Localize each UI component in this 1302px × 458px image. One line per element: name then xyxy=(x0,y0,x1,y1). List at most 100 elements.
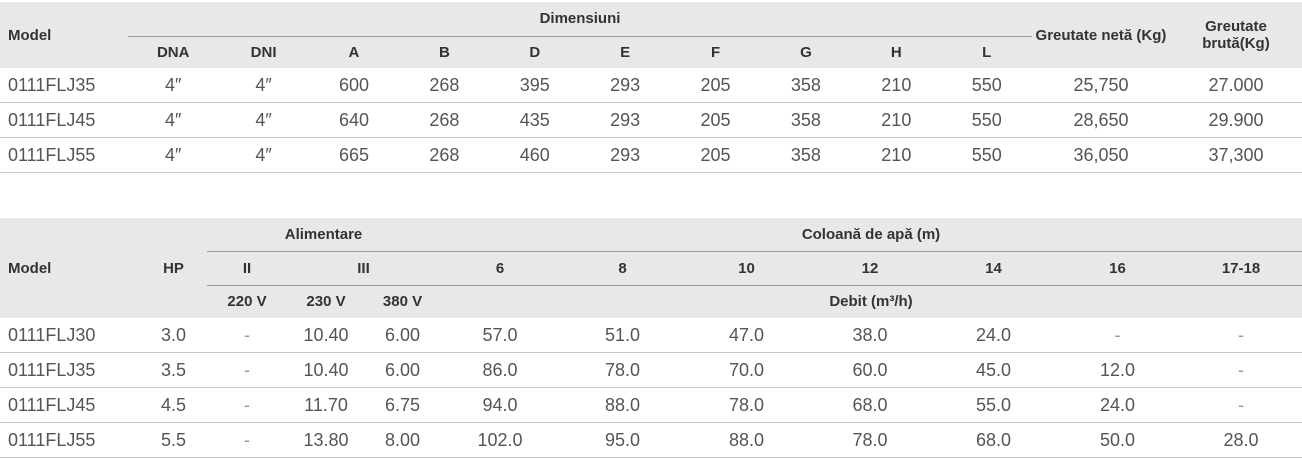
header-cell: B xyxy=(399,36,490,68)
value-cell: 210 xyxy=(851,137,942,173)
value-cell: 27.000 xyxy=(1169,68,1302,103)
value-cell: 94.0 xyxy=(440,387,560,423)
value-cell: 640 xyxy=(308,102,400,138)
header-cell: Greutate brută(Kg) xyxy=(1169,2,1302,68)
value-cell: 550 xyxy=(941,68,1032,103)
value-cell: 11.70 xyxy=(287,387,365,423)
value-cell: 37,300 xyxy=(1169,137,1302,173)
value-cell: 38.0 xyxy=(808,318,932,353)
value-cell: 6.00 xyxy=(365,318,440,353)
header-cell: 220 V xyxy=(207,285,287,318)
value-cell: 25,750 xyxy=(1031,68,1170,103)
value-cell: 4″ xyxy=(128,137,219,173)
value-cell: - xyxy=(207,318,287,353)
value-cell: 4″ xyxy=(128,68,219,103)
header-cell: DNA xyxy=(128,36,219,68)
value-cell: 102.0 xyxy=(440,422,560,458)
value-cell: 358 xyxy=(760,102,852,138)
header-cell: L xyxy=(941,36,1032,68)
value-cell: 4.5 xyxy=(140,387,207,423)
value-cell: 210 xyxy=(851,102,942,138)
header-cell: Greutate netă (Kg) xyxy=(1031,2,1170,68)
value-cell: 205 xyxy=(670,137,761,173)
header-cell: Dimensiuni xyxy=(128,2,1032,37)
value-cell: 70.0 xyxy=(685,352,808,388)
value-cell: 4″ xyxy=(218,137,309,173)
value-cell: - xyxy=(207,422,287,458)
value-cell: 600 xyxy=(308,68,400,103)
table-row: 0111FLJ45 4″ 4″ 640 268 435 293 205 358 210 550 28,… xyxy=(0,102,1302,138)
header-cell: Coloană de apă (m) xyxy=(440,218,1302,252)
value-cell: 293 xyxy=(579,137,671,173)
model-cell: 0111FLJ35 xyxy=(0,352,140,388)
header-cell: 380 V xyxy=(365,285,440,318)
model-cell: 0111FLJ45 xyxy=(0,387,140,423)
value-cell: 210 xyxy=(851,68,942,103)
table-row: 0111FLJ35 4″ 4″ 600 268 395 293 205 358 210 550 25,… xyxy=(0,68,1302,103)
value-cell: 8.00 xyxy=(365,422,440,458)
value-cell: 268 xyxy=(399,102,490,138)
value-cell: 28.0 xyxy=(1180,422,1302,458)
value-cell: 293 xyxy=(579,102,671,138)
value-cell: 460 xyxy=(489,137,580,173)
header-cell: II xyxy=(207,251,287,286)
value-cell: 36,050 xyxy=(1031,137,1170,173)
value-cell: 268 xyxy=(399,68,490,103)
value-cell: 550 xyxy=(941,102,1032,138)
value-cell: 29.900 xyxy=(1169,102,1302,138)
table-row: 0111FLJ55 5.5-13.80 8.00 102.0 95.0 88.0 78.0 6… xyxy=(0,422,1302,458)
model-cell: 0111FLJ30 xyxy=(0,318,140,353)
header-cell: 14 xyxy=(932,251,1055,286)
value-cell: 358 xyxy=(760,137,852,173)
performance-table: Model HP Alimentare Coloană de apă (m) I… xyxy=(0,218,1302,458)
value-cell: 88.0 xyxy=(560,387,685,423)
header-cell: H xyxy=(851,36,942,68)
value-cell: 6.75 xyxy=(365,387,440,423)
value-cell: - xyxy=(1180,352,1302,388)
value-cell: - xyxy=(1180,318,1302,353)
value-cell: 68.0 xyxy=(932,422,1055,458)
value-cell: 435 xyxy=(489,102,580,138)
header-cell: G xyxy=(760,36,852,68)
value-cell: 51.0 xyxy=(560,318,685,353)
value-cell: 13.80 xyxy=(287,422,365,458)
value-cell: 86.0 xyxy=(440,352,560,388)
model-cell: 0111FLJ55 xyxy=(0,422,140,458)
header-cell: III xyxy=(287,251,440,286)
value-cell: 78.0 xyxy=(560,352,685,388)
value-cell: 205 xyxy=(670,102,761,138)
header-cell: 230 V xyxy=(287,285,365,318)
header-cell: HP xyxy=(140,218,207,318)
header-cell: Alimentare xyxy=(207,218,440,252)
value-cell: 78.0 xyxy=(808,422,932,458)
value-cell: 293 xyxy=(579,68,671,103)
header-cell: 12 xyxy=(808,251,932,286)
value-cell: 6.00 xyxy=(365,352,440,388)
value-cell: 57.0 xyxy=(440,318,560,353)
value-cell: 50.0 xyxy=(1055,422,1180,458)
value-cell: 665 xyxy=(308,137,400,173)
value-cell: 358 xyxy=(760,68,852,103)
header-cell: A xyxy=(308,36,400,68)
header-cell: 6 xyxy=(440,251,560,286)
value-cell: 12.0 xyxy=(1055,352,1180,388)
value-cell: 5.5 xyxy=(140,422,207,458)
header-cell: D xyxy=(489,36,580,68)
value-cell: 3.0 xyxy=(140,318,207,353)
value-cell: 10.40 xyxy=(287,352,365,388)
model-cell: 0111FLJ45 xyxy=(0,102,128,138)
value-cell: 55.0 xyxy=(932,387,1055,423)
model-cell: 0111FLJ35 xyxy=(0,68,128,103)
value-cell: 268 xyxy=(399,137,490,173)
value-cell: 395 xyxy=(489,68,580,103)
dimensions-table: Model Dimensiuni Greutate netă (Kg) Greu… xyxy=(0,2,1302,173)
table-row: 0111FLJ45 4.5-11.70 6.75 94.0 88.0 78.0 68.0 55… xyxy=(0,387,1302,423)
header-cell: 16 xyxy=(1055,251,1180,286)
value-cell: - xyxy=(1055,318,1180,353)
value-cell: 24.0 xyxy=(932,318,1055,353)
value-cell: - xyxy=(207,387,287,423)
value-cell: - xyxy=(207,352,287,388)
header-cell: Debit (m³/h) xyxy=(440,285,1302,318)
header-cell: E xyxy=(579,36,671,68)
